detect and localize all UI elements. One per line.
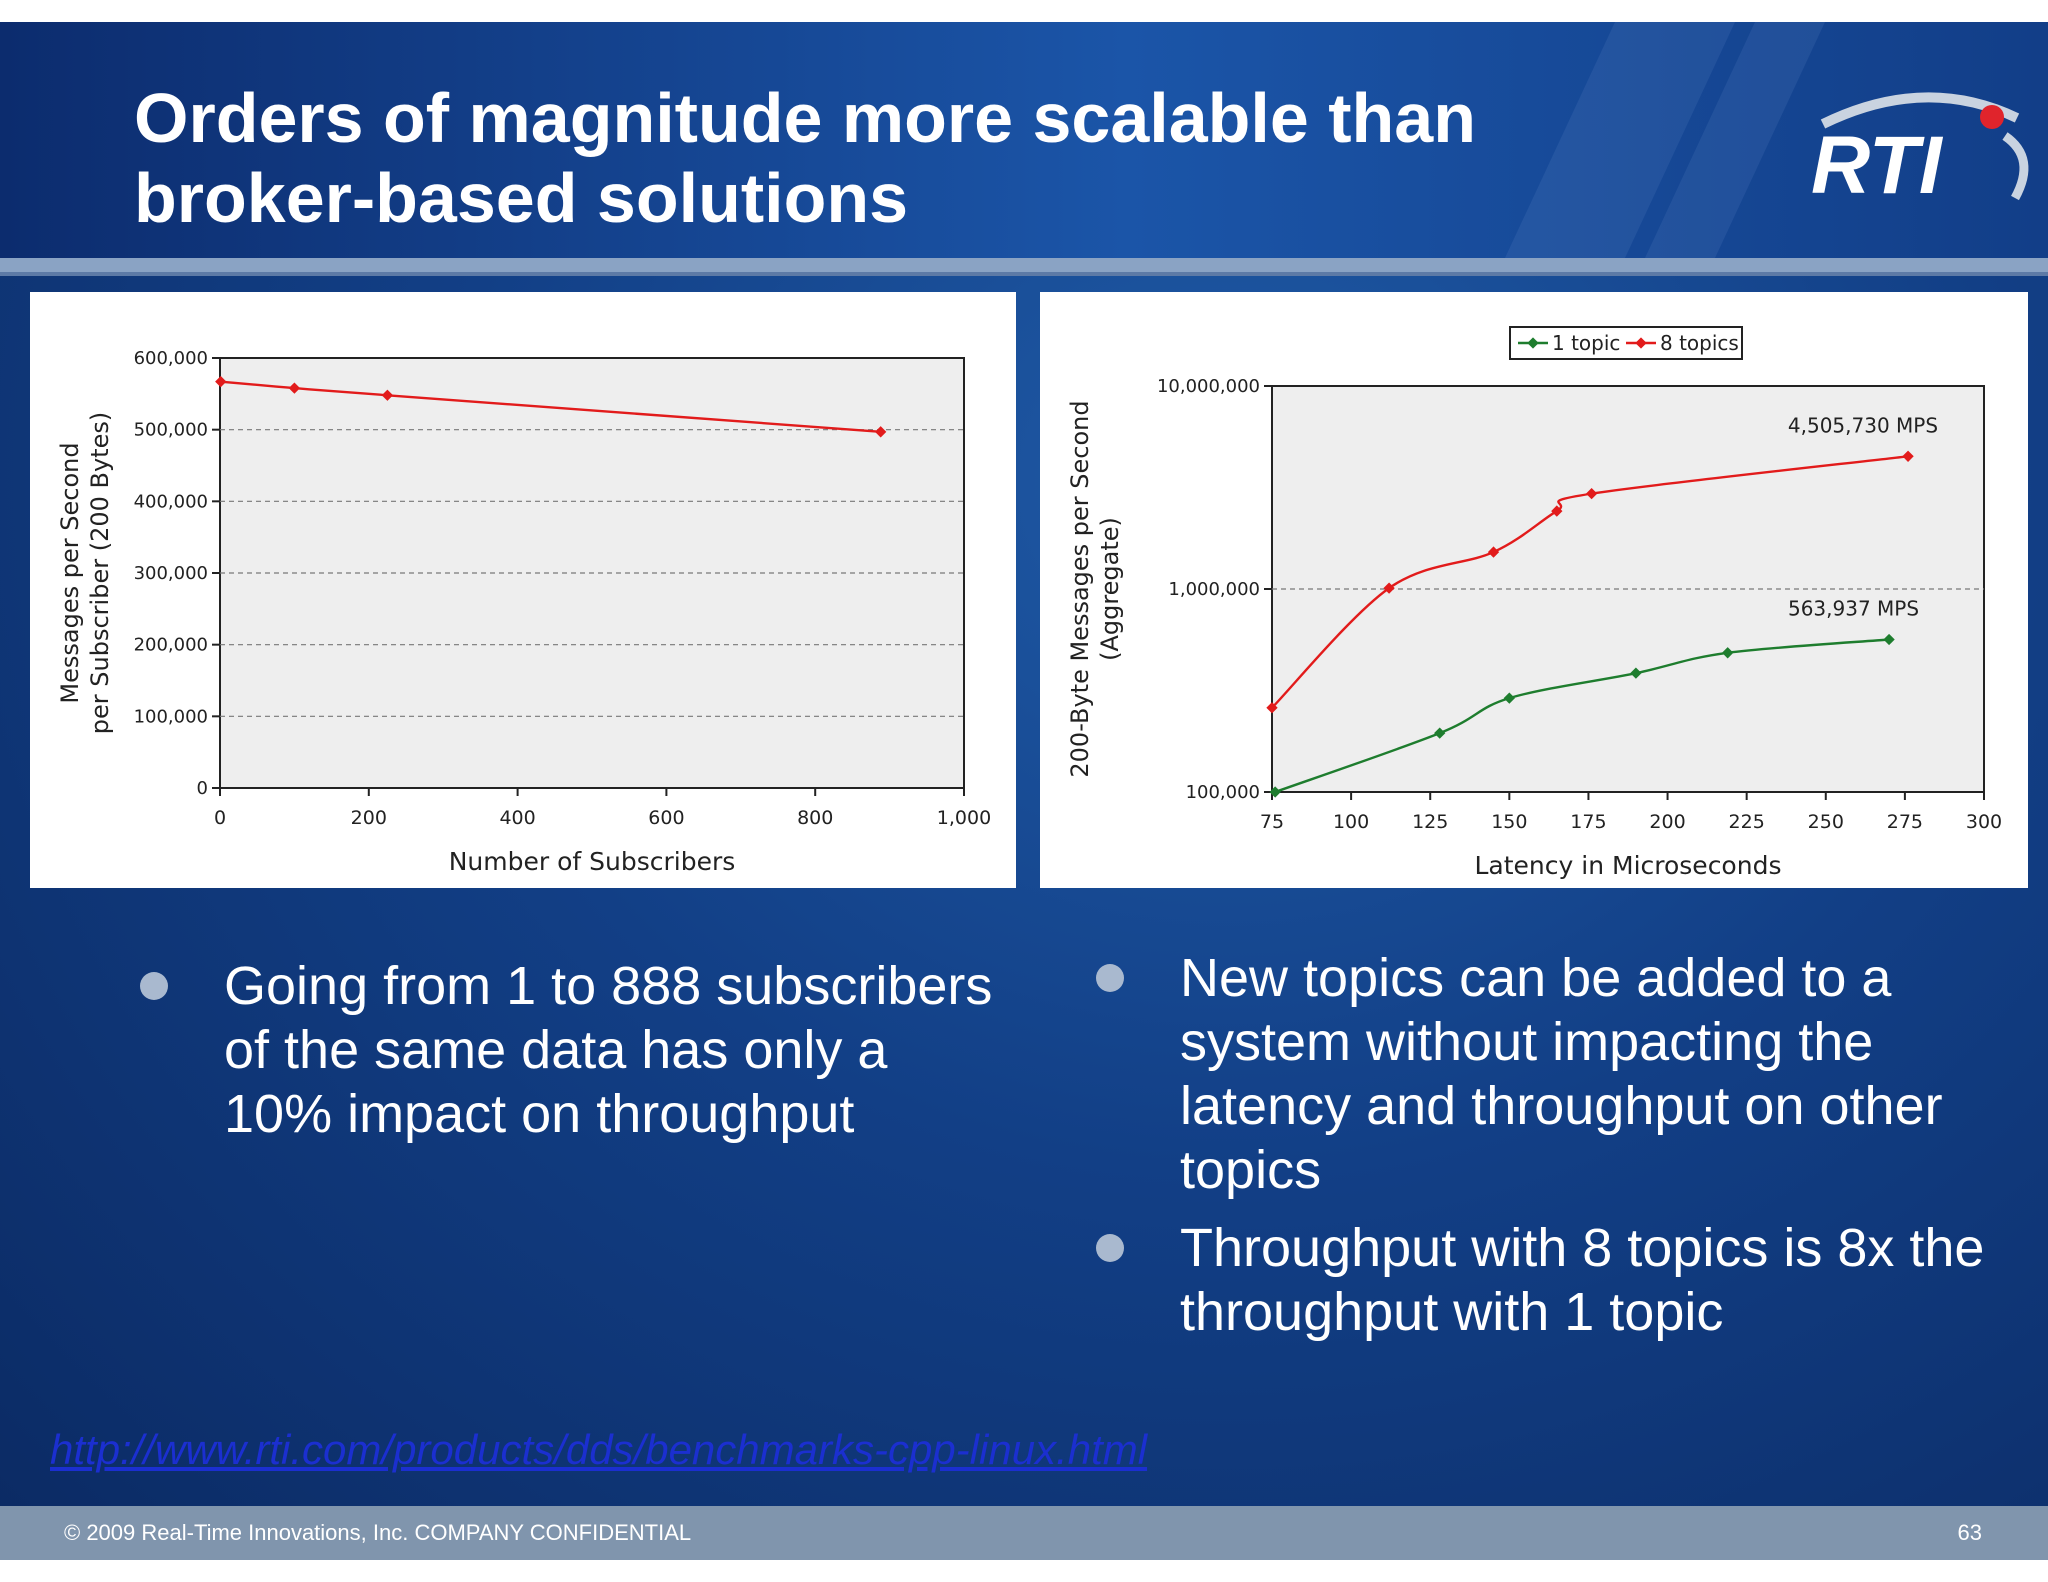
x-tick-label: 100 <box>1333 811 1369 833</box>
legend-label: 8 topics <box>1660 331 1739 355</box>
page-number: 63 <box>1957 1520 1982 1545</box>
x-tick-label: 75 <box>1260 811 1284 833</box>
y-axis-label-line: per Subscriber (200 Bytes) <box>86 412 114 734</box>
logo-wordmark: RTI <box>1811 120 1944 210</box>
data-point <box>1266 702 1278 714</box>
data-point <box>1883 633 1895 646</box>
footer-copyright: © 2009 Real-Time Innovations, Inc. COMPA… <box>64 1520 692 1545</box>
y-tick-label: 100,000 <box>134 706 208 727</box>
logo-swoosh-right <box>2002 132 2029 201</box>
page-title: Orders of magnitude more scalable than b… <box>134 78 1476 238</box>
chart-panel-latency: 100,000 1,000,000 10,000,000 75 100 125 150 175… <box>1040 292 2028 888</box>
y-tick-label: 500,000 <box>134 420 208 441</box>
data-point <box>1630 667 1642 679</box>
series-line-1 <box>1274 638 1890 794</box>
x-tick-label: 0 <box>214 807 226 829</box>
title-band <box>0 22 2048 258</box>
x-tick-label: 600 <box>648 807 684 829</box>
subscribers-throughput-chart: 0 100,000 200,000 300,000 400,000 500,000 600,… <box>56 348 991 876</box>
x-tick-label: 200 <box>351 807 387 829</box>
title-line: Orders of magnitude more scalable than <box>134 79 1476 157</box>
latency-throughput-chart: 100,000 1,000,000 10,000,000 75 100 125 150 175… <box>1066 326 2002 880</box>
data-point <box>1902 450 1914 462</box>
bullet-text: New topics can be added to a system with… <box>1180 948 1943 1200</box>
benchmark-source-link[interactable]: http://www.rti.com/products/dds/benchmar… <box>50 1426 1148 1473</box>
data-point <box>1722 647 1734 659</box>
x-tick-label: 250 <box>1808 811 1844 833</box>
x-tick-label: 125 <box>1412 811 1448 833</box>
x-tick-label: 400 <box>499 807 535 829</box>
y-axis-label-line: Messages per Second <box>56 442 84 703</box>
y-axis-label-line: 200-Byte Messages per Second <box>1066 400 1094 777</box>
legend-marker <box>1635 337 1647 349</box>
legend-marker <box>1527 337 1539 349</box>
logo-red-dot <box>1980 105 2004 129</box>
x-tick-label: 800 <box>797 807 833 829</box>
x-axis-label: Number of Subscribers <box>449 847 736 876</box>
title-rule <box>0 258 2048 272</box>
y-tick-label: 100,000 <box>1186 782 1260 803</box>
data-point <box>875 426 887 438</box>
bullet-dot-icon <box>140 972 168 1000</box>
data-point <box>1503 692 1515 704</box>
y-tick-label: 400,000 <box>134 491 208 512</box>
bullet-text: Throughput with 8 topics is 8x the throu… <box>1180 1218 1985 1342</box>
y-axis-label: 200-Byte Messages per Second(Aggregate) <box>1066 400 1124 777</box>
title-line: broker-based solutions <box>134 159 909 237</box>
bullet-dot-icon <box>1096 1234 1124 1262</box>
bullet-item: Going from 1 to 888 subscribers of the s… <box>136 954 996 1146</box>
rti-logo: RTI <box>1811 92 2029 210</box>
y-tick-label: 300,000 <box>134 563 208 584</box>
legend-label: 1 topic <box>1552 331 1620 355</box>
data-label: 4,505,730 MPS <box>1788 413 1938 437</box>
bullet-dot-icon <box>1096 964 1124 992</box>
x-tick-label: 225 <box>1729 811 1765 833</box>
y-tick-label: 1,000,000 <box>1168 579 1260 600</box>
y-tick-label: 10,000,000 <box>1157 376 1260 397</box>
y-axis-label: Messages per Secondper Subscriber (200 B… <box>56 412 114 734</box>
bullet-list-left: Going from 1 to 888 subscribers of the s… <box>136 954 996 1156</box>
x-axis-label: Latency in Microseconds <box>1475 851 1782 880</box>
x-tick-label: 175 <box>1570 811 1606 833</box>
data-point <box>1551 505 1563 517</box>
y-tick-label: 600,000 <box>134 348 208 369</box>
data-point <box>1487 546 1500 558</box>
series-line-2 <box>1271 455 1909 709</box>
y-axis-label-line: (Aggregate) <box>1096 517 1124 661</box>
x-tick-label: 150 <box>1491 811 1527 833</box>
x-tick-label: 275 <box>1887 811 1923 833</box>
y-tick-label: 0 <box>197 778 208 799</box>
footer: © 2009 Real-Time Innovations, Inc. COMPA… <box>0 1506 2048 1560</box>
x-tick-label: 200 <box>1649 811 1685 833</box>
data-point <box>1383 582 1395 594</box>
bullet-item: Throughput with 8 topics is 8x the throu… <box>1092 1216 1992 1344</box>
slide: Orders of magnitude more scalable than b… <box>0 22 2048 1560</box>
x-tick-label: 300 <box>1966 811 2002 833</box>
chart-panel-subscribers: 0 100,000 200,000 300,000 400,000 500,000 600,… <box>30 292 1016 888</box>
bullet-item: New topics can be added to a system with… <box>1092 946 1992 1202</box>
title-rule-shadow <box>0 272 2048 276</box>
y-tick-label: 200,000 <box>134 635 208 656</box>
bullet-text: Going from 1 to 888 subscribers of the s… <box>224 956 993 1144</box>
bullet-list-right: New topics can be added to a system with… <box>1092 946 1992 1354</box>
x-tick-label: 1,000 <box>937 807 991 829</box>
data-label: 563,937 MPS <box>1788 597 1919 621</box>
data-point <box>1585 487 1598 500</box>
